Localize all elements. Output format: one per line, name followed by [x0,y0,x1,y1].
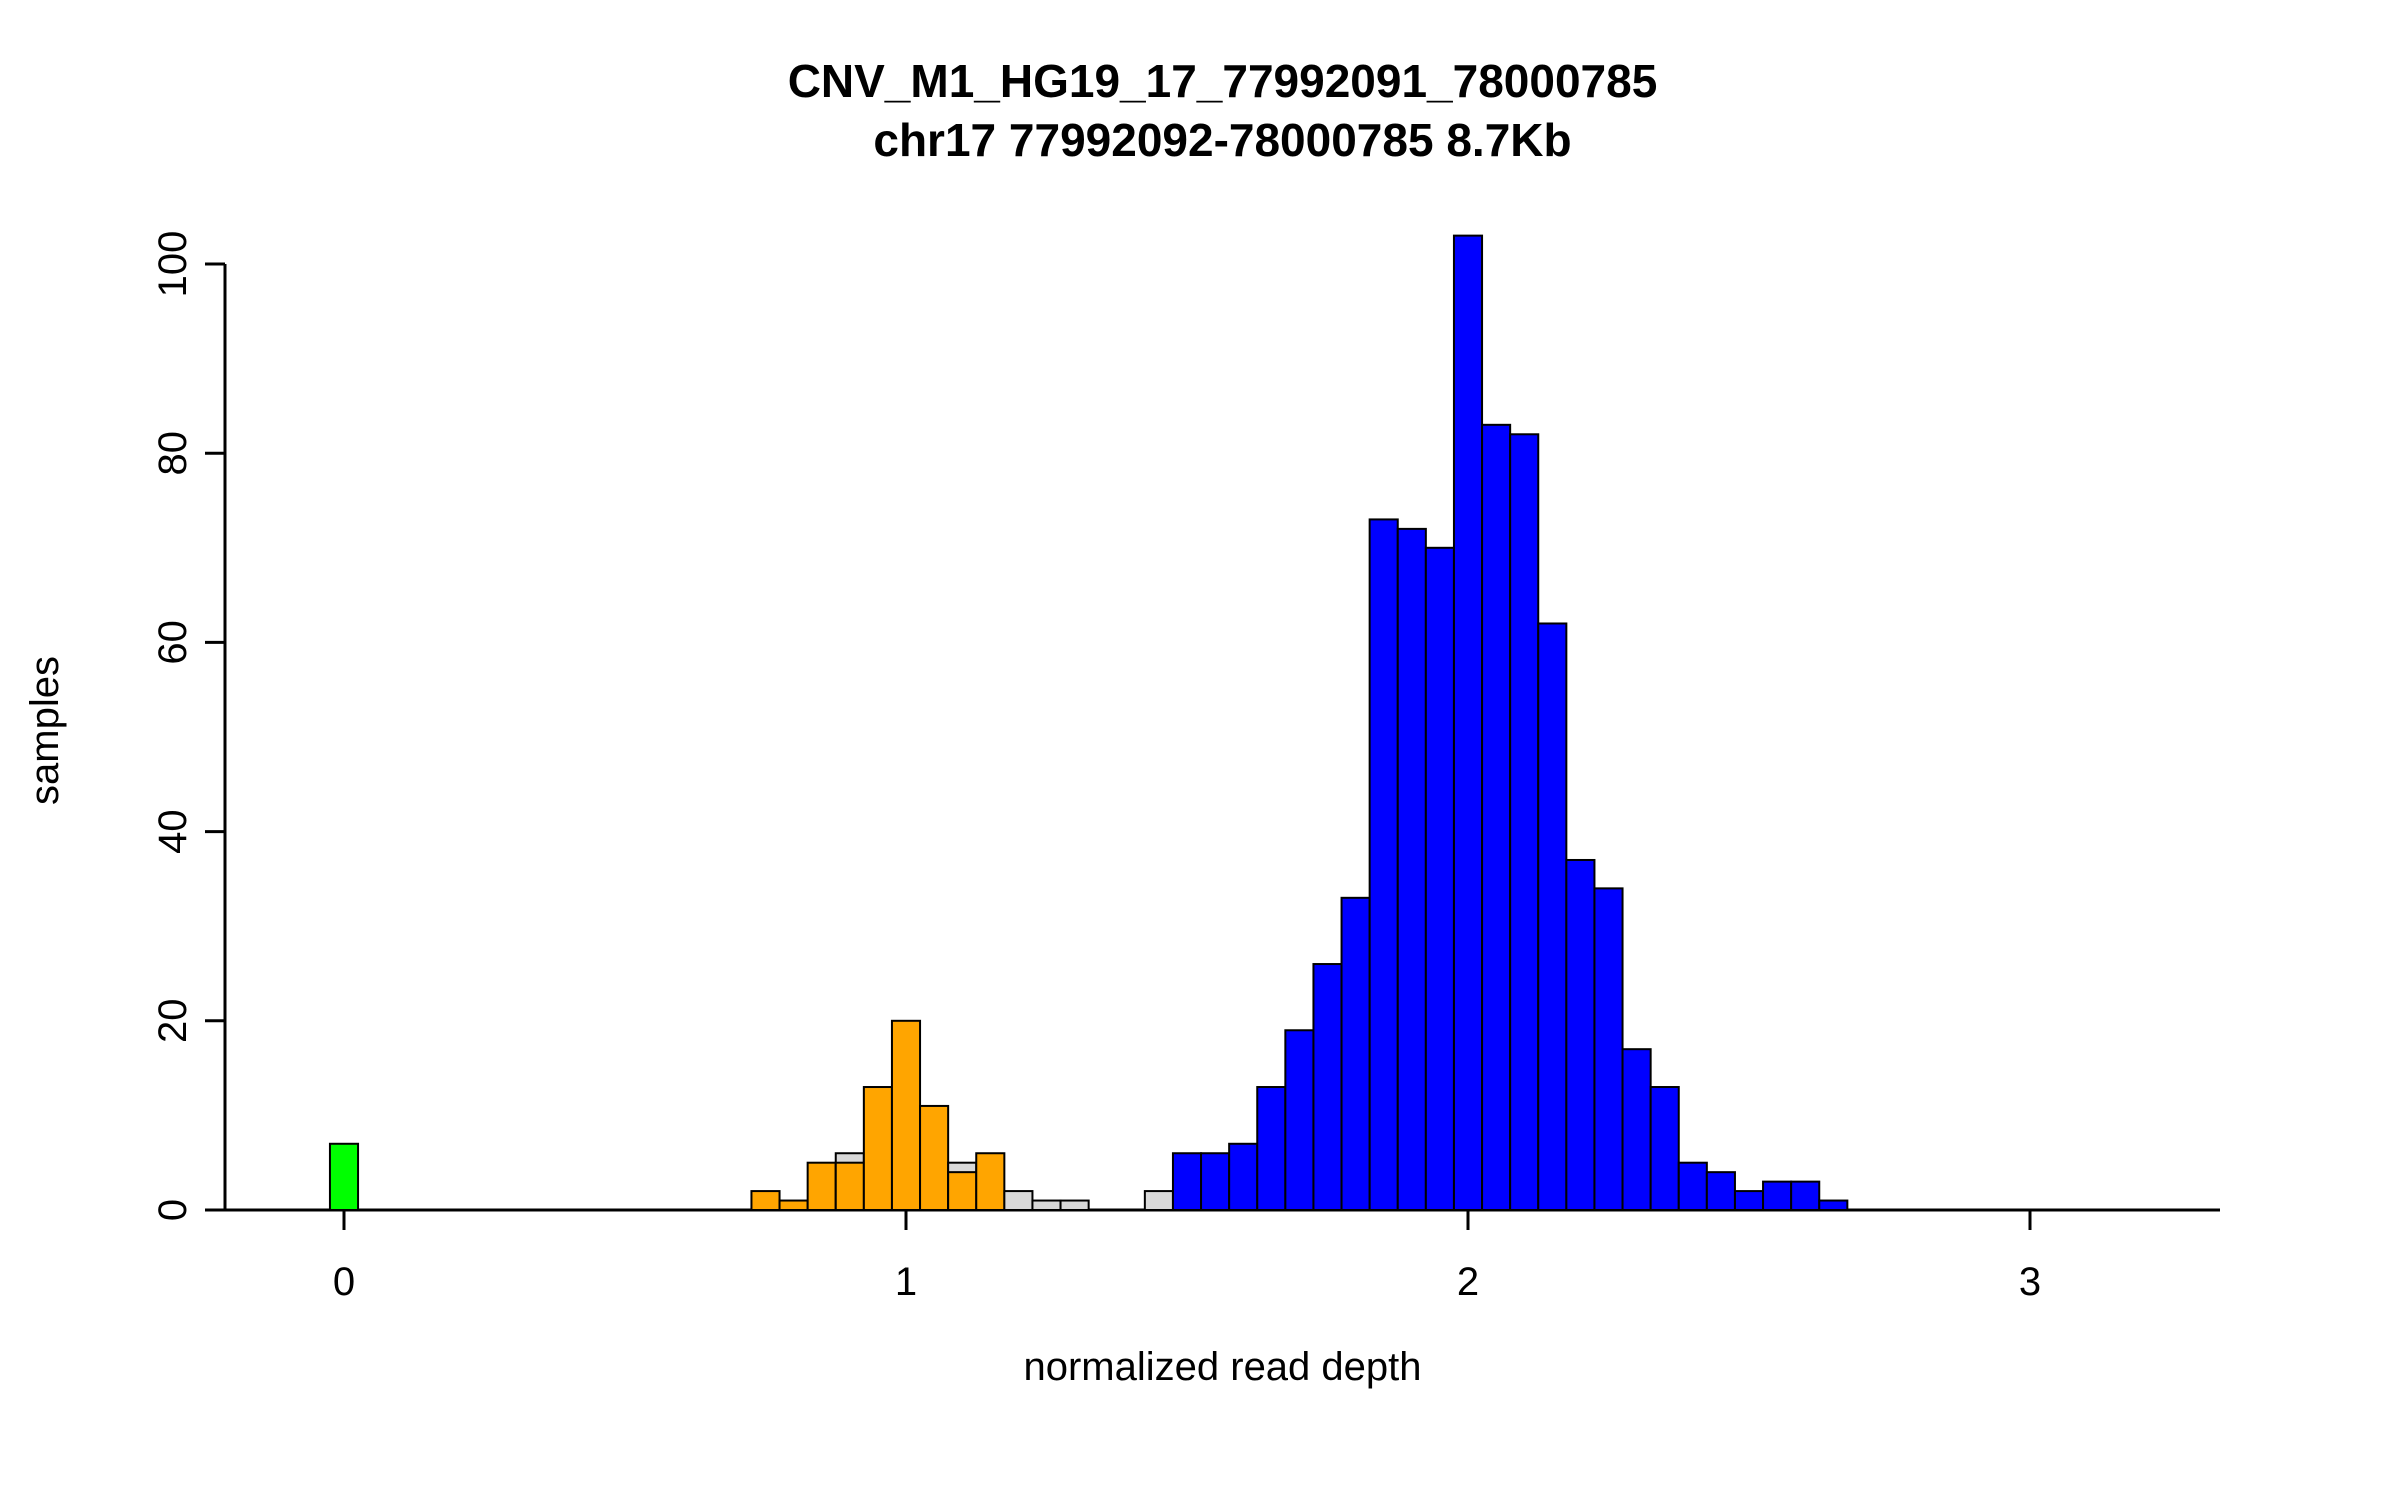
y-tick-label: 40 [151,809,195,854]
histogram-bar [919,1104,950,1211]
histogram-bar [1424,546,1455,1211]
histogram-bar [1340,896,1371,1211]
x-tick-label: 1 [895,1260,917,1304]
histogram-bar [1256,1086,1287,1212]
y-tick-label: 0 [151,1199,195,1221]
histogram-bar [1452,234,1484,1211]
histogram-bar [328,1142,360,1212]
histogram-bar [1284,1029,1315,1212]
histogram-bar [1481,423,1512,1211]
histogram-bar [1818,1199,1849,1212]
x-tick-label: 2 [1457,1260,1479,1304]
x-tick-label: 3 [2019,1260,2041,1304]
histogram-bar [1200,1152,1231,1211]
histogram-bar [1312,963,1343,1211]
chart-title: CNV_M1_HG19_17_77992091_78000785 [787,55,1658,107]
histogram-bar [1171,1152,1203,1211]
histogram-bar [1621,1048,1652,1212]
y-tick-label: 100 [151,231,195,298]
histogram-bar [1396,527,1427,1211]
histogram-bar [975,1152,1006,1211]
histogram-bar [1368,518,1399,1211]
histogram-bar [1677,1161,1708,1211]
histogram-bar [1031,1199,1062,1212]
histogram-bar [1762,1180,1793,1211]
histogram-bar [890,1019,922,1211]
histogram-bar [1509,433,1540,1211]
x-tick-label: 0 [333,1260,355,1304]
histogram-bar [1143,1190,1174,1211]
histogram-bar [947,1171,978,1212]
histogram-bar [862,1086,893,1212]
histogram-bar [1705,1171,1736,1212]
histogram-bar [750,1190,781,1211]
histogram-bar [834,1161,865,1211]
histogram-bar [1537,622,1568,1211]
histogram-bar [1790,1180,1821,1211]
histogram-bar [1649,1086,1680,1212]
histogram-bar [1593,887,1624,1211]
histogram-bar [1003,1190,1034,1211]
histogram-bar [1565,858,1596,1211]
chart-title-block: CNV_M1_HG19_17_77992091_78000785 chr17 7… [225,52,2220,170]
y-tick-label: 20 [151,999,195,1044]
histogram-bar [778,1199,809,1212]
histogram-bar [1733,1190,1765,1211]
histogram-bar [806,1161,837,1211]
histogram-bar [1228,1142,1259,1212]
histogram-bar [1059,1199,1090,1212]
y-tick-label: 80 [151,431,195,476]
y-tick-label: 60 [151,620,195,665]
chart-subtitle: chr17 77992092-78000785 8.7Kb [873,113,1572,166]
x-axis-title: normalized read depth [1023,1345,1422,1389]
